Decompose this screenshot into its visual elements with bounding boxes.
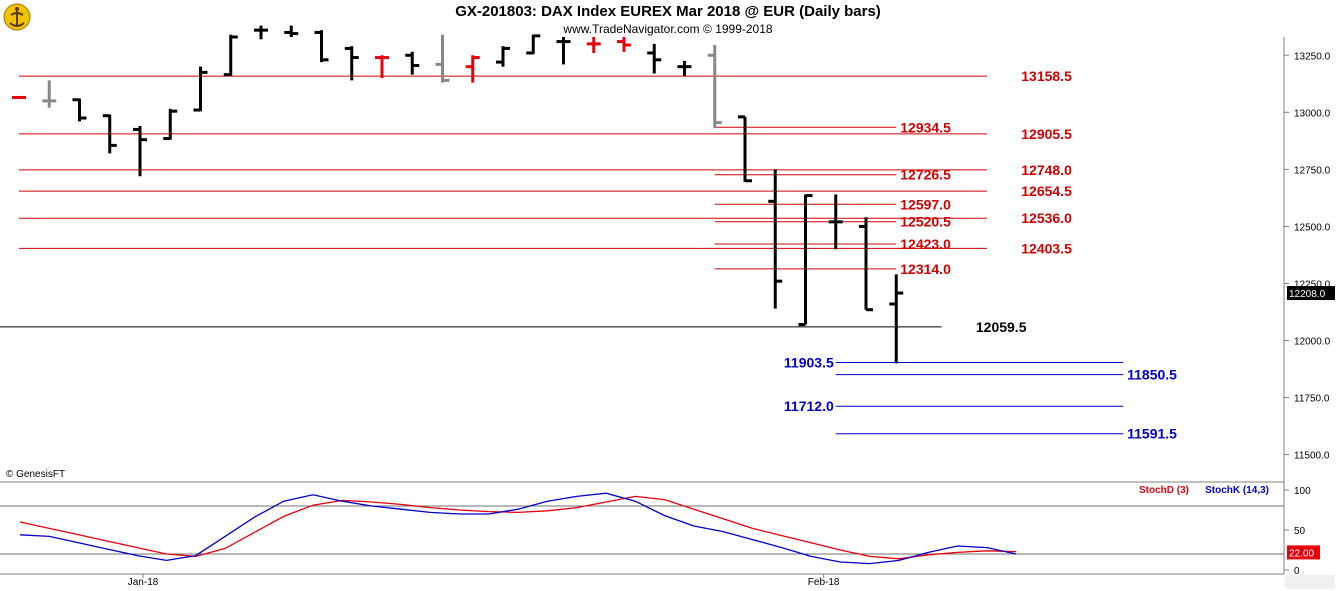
corner-filler bbox=[1285, 575, 1335, 589]
stoch-tick-label: 100 bbox=[1294, 486, 1311, 497]
level-label-12536.0: 12536.0 bbox=[1021, 210, 1072, 226]
chart-subtitle: www.TradeNavigator.com © 1999-2018 bbox=[563, 22, 773, 36]
stoch-tick-label: 0 bbox=[1294, 566, 1300, 577]
ohlc-bar bbox=[223, 34, 238, 77]
ohlc-bar bbox=[193, 66, 208, 112]
ohlc-bar bbox=[254, 25, 268, 40]
level-label-11712.0: 11712.0 bbox=[784, 398, 834, 414]
level-label-12403.5: 12403.5 bbox=[1021, 240, 1072, 256]
level-label-12748.0: 12748.0 bbox=[1021, 162, 1072, 178]
ohlc-bar bbox=[526, 34, 541, 55]
ohlc-bar bbox=[496, 46, 510, 67]
ohlc-bar bbox=[828, 194, 843, 250]
trade-navigator-logo-icon bbox=[2, 2, 32, 32]
ohlc-bar bbox=[617, 37, 631, 52]
ohlc-bar bbox=[42, 80, 57, 108]
ohlc-bar bbox=[375, 55, 389, 79]
ohlc-bar bbox=[798, 194, 813, 327]
data-credit: © GenesisFT bbox=[6, 469, 66, 480]
ohlc-bar bbox=[677, 60, 692, 76]
ohlc-bar bbox=[102, 114, 117, 154]
level-label-11903.5: 11903.5 bbox=[784, 355, 834, 371]
ohlc-bar bbox=[163, 108, 178, 141]
stoch-legend-1: StochK (14,3) bbox=[1205, 485, 1269, 496]
date-tick-label: Jan-18 bbox=[128, 577, 159, 588]
level-label-12314.0: 12314.0 bbox=[900, 261, 951, 277]
ohlc-bar bbox=[314, 30, 329, 63]
level-label-11850.5: 11850.5 bbox=[1127, 367, 1177, 383]
ohlc-bar bbox=[133, 126, 147, 177]
plot-background bbox=[0, 37, 1284, 574]
stoch-series-0 bbox=[19, 495, 1017, 560]
chart-frame bbox=[0, 37, 1335, 589]
level-label-12934.5: 12934.5 bbox=[900, 119, 951, 135]
price-tick-label: 13000.0 bbox=[1294, 108, 1331, 119]
ohlc-bar bbox=[859, 217, 873, 312]
level-label-12905.5: 12905.5 bbox=[1021, 126, 1072, 142]
ohlc-bar bbox=[284, 25, 299, 38]
ohlc-bar bbox=[889, 274, 904, 364]
level-label-13158.5: 13158.5 bbox=[1021, 68, 1072, 84]
level-label-12059.5: 12059.5 bbox=[976, 319, 1027, 335]
ohlc-bar bbox=[647, 43, 662, 74]
ohlc-bar bbox=[405, 51, 420, 75]
price-tick-label: 12000.0 bbox=[1294, 337, 1331, 348]
price-tick-label: 11750.0 bbox=[1294, 394, 1330, 405]
ohlc-bar bbox=[465, 55, 480, 83]
chart-title: GX-201803: DAX Index EUREX Mar 2018 @ EU… bbox=[455, 3, 881, 20]
price-tick-label: 13250.0 bbox=[1294, 51, 1331, 62]
date-axis: Jan-18 Feb-18 bbox=[128, 574, 840, 588]
ohlc-bar bbox=[344, 46, 359, 81]
last-price-value: 12208.0 bbox=[1289, 289, 1326, 300]
level-label-12597.0: 12597.0 bbox=[900, 196, 951, 212]
level-label-12726.5: 12726.5 bbox=[900, 167, 951, 183]
last-price-tag bbox=[1287, 286, 1335, 301]
stoch-last-value: 22.00 bbox=[1289, 548, 1314, 559]
stoch-series-1 bbox=[19, 492, 1017, 565]
ohlc-bar bbox=[738, 115, 752, 183]
level-label-12654.5: 12654.5 bbox=[1021, 183, 1072, 199]
level-label-12423.0: 12423.0 bbox=[900, 236, 951, 252]
ohlc-bar bbox=[768, 169, 783, 309]
price-tick-label: 12750.0 bbox=[1294, 165, 1331, 176]
level-label-12520.5: 12520.5 bbox=[900, 214, 951, 230]
price-bars bbox=[12, 25, 904, 364]
stoch-last-tag bbox=[1287, 545, 1320, 560]
ohlc-bar bbox=[435, 34, 450, 83]
stoch-legend-0: StochD (3) bbox=[1139, 485, 1189, 496]
price-tick-label: 12500.0 bbox=[1294, 222, 1331, 233]
ohlc-bar bbox=[707, 44, 722, 129]
ohlc-bar bbox=[586, 37, 601, 53]
ohlc-bar bbox=[72, 98, 87, 122]
stochastic-panel: 100 50 0 StochD (3) StochK (14,3) 22.00 bbox=[0, 485, 1320, 577]
date-tick-label: Feb-18 bbox=[808, 577, 840, 588]
level-label-11591.5: 11591.5 bbox=[1127, 426, 1177, 442]
ohlc-bar bbox=[556, 37, 571, 65]
stoch-tick-label: 50 bbox=[1294, 526, 1306, 537]
price-tick-label: 12250.0 bbox=[1294, 279, 1331, 290]
price-axis: 13250.0 13000.0 12750.0 12500.0 12250.0 12000… bbox=[1284, 51, 1335, 462]
price-tick-label: 11500.0 bbox=[1294, 451, 1330, 462]
